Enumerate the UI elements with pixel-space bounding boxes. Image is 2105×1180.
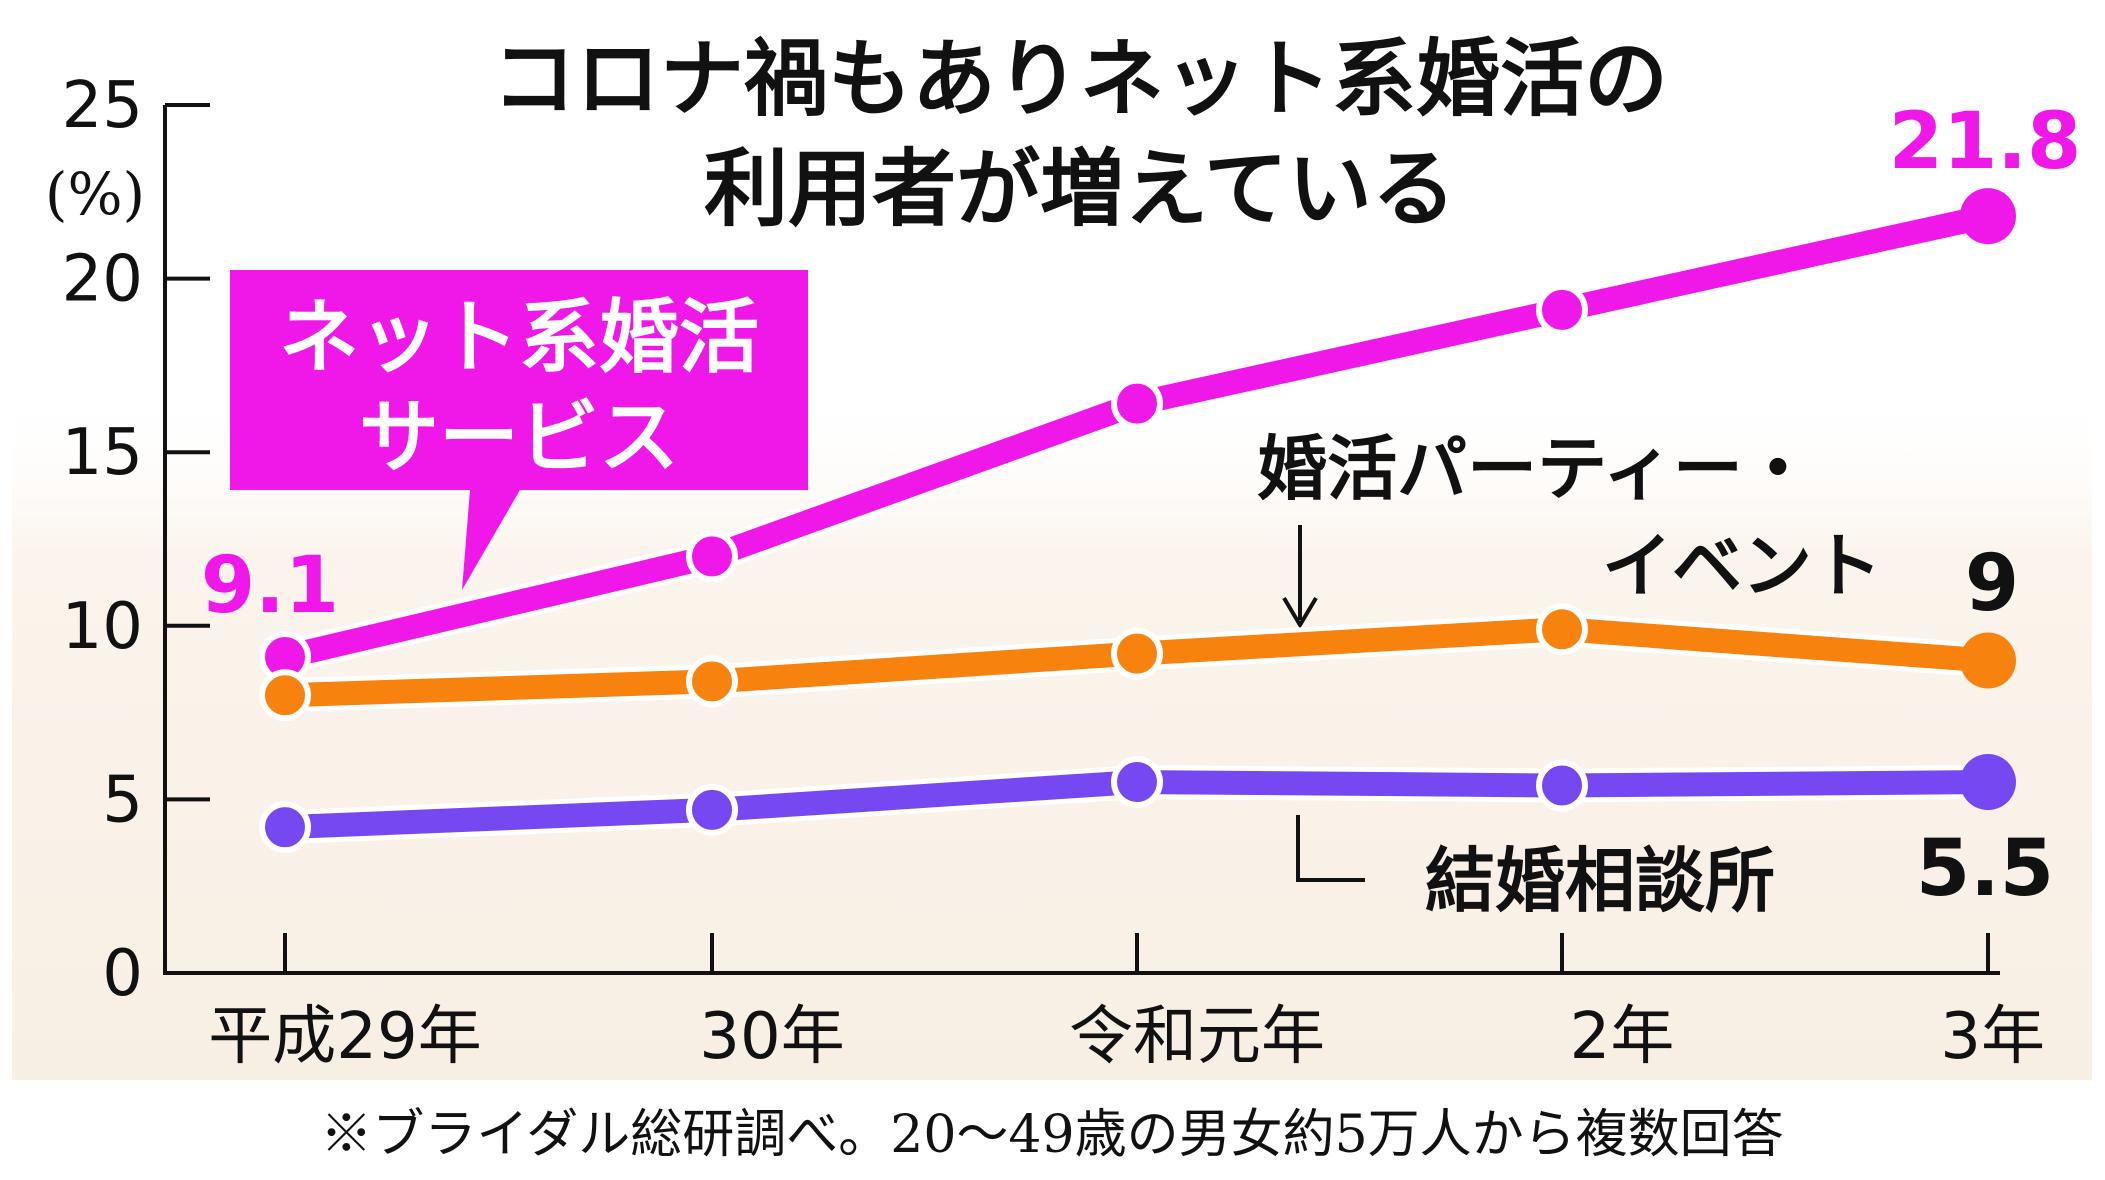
party-pointer-arrow [1282, 525, 1318, 629]
series-point [1111, 627, 1163, 680]
y-axis-unit: (%) [45, 160, 145, 228]
series-point [1536, 283, 1588, 336]
chart-title: コロナ禍もありネット系婚活の 利用者が増えている [492, 30, 1668, 238]
party-label-line-2: イベント [1602, 525, 1882, 607]
series-point [1960, 188, 2016, 245]
y-tick-label: 15 [62, 416, 143, 490]
x-tick-label: 3年 [1940, 1000, 2045, 1074]
series-point [1111, 756, 1163, 809]
agency-pointer-line [1296, 815, 1365, 882]
series-layer [259, 188, 2016, 854]
x-tick-label: 平成29年 [208, 1000, 481, 1074]
footnote: ※ブライダル総研調べ。20〜49歳の男女約5万人から複数回答 [320, 1105, 1783, 1165]
callout-box [230, 270, 808, 590]
x-axis-ticks: 平成29年 30年 令和元年 2年 3年 [208, 933, 2045, 1074]
data-labels: 9.1 21.8 9 5.5 [201, 97, 2081, 914]
party-label-line-1: 婚活パーティー・ [1257, 428, 1813, 510]
series-point [1111, 377, 1163, 430]
callout-line-2: サービス [359, 391, 679, 484]
y-tick-label: 5 [102, 763, 143, 837]
y-tick-label: 25 [62, 69, 143, 143]
title-line-2: 利用者が増えている [704, 140, 1456, 238]
title-line-1: コロナ禍もありネット系婚活の [492, 30, 1668, 128]
series-point [1960, 632, 2016, 689]
series-point [686, 655, 738, 708]
series-point [1536, 603, 1588, 656]
callout-line-1: ネット系婚活 [279, 291, 759, 384]
party-series-label: 婚活パーティー・ イベント [1257, 428, 1882, 629]
x-tick-label: 令和元年 [1069, 1000, 1325, 1074]
data-label-agency-end: 5.5 [1916, 824, 2054, 914]
x-tick-label: 2年 [1570, 1000, 1675, 1074]
y-tick-label: 10 [62, 590, 143, 664]
data-label-party-end: 9 [1965, 539, 2019, 629]
series-point [1960, 754, 2016, 811]
y-axis-ticks: 0 5 10 15 20 25 [62, 69, 210, 1011]
data-label-net-start: 9.1 [201, 541, 339, 631]
y-tick-label: 0 [102, 937, 143, 1011]
agency-series-label: 結婚相談所 [1296, 815, 1775, 922]
series-point [1536, 759, 1588, 812]
series-point [686, 530, 738, 583]
series-point [259, 669, 311, 722]
axes [163, 105, 2000, 975]
data-label-net-end: 21.8 [1889, 97, 2081, 187]
series-point [686, 783, 738, 836]
net-series-callout: ネット系婚活 サービス [230, 270, 808, 590]
y-tick-label: 20 [62, 243, 143, 317]
x-tick-label: 30年 [699, 1000, 844, 1074]
series-point [259, 801, 311, 854]
plot-background [12, 385, 2092, 1080]
agency-label-text: 結婚相談所 [1425, 840, 1775, 922]
